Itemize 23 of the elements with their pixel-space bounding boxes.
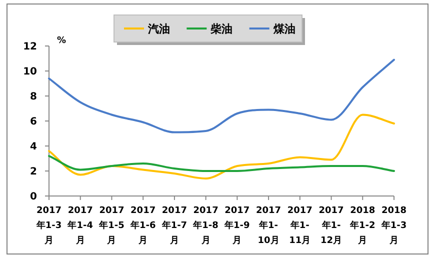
x-tick-label: 2018年1-2月 xyxy=(349,206,376,246)
x-tick-label: 2018年1-3月 xyxy=(380,206,407,246)
legend-label: 柴油 xyxy=(210,22,233,36)
x-tick-label: 2017年1-4月 xyxy=(66,206,93,246)
y-axis-title: % xyxy=(57,36,66,46)
y-tick-label: 2 xyxy=(30,166,38,178)
x-tick-label: 2017年1-5月 xyxy=(98,206,124,246)
x-tick-label: 2017年1-3月 xyxy=(35,206,62,246)
legend-label: 汽油 xyxy=(147,22,170,36)
y-tick-label: 10 xyxy=(23,66,38,78)
x-tick-label: 2017年1-12月 xyxy=(318,206,344,246)
x-tick-label: 2017年1-7月 xyxy=(160,206,188,246)
y-tick-label: 4 xyxy=(30,142,38,153)
y-tick-label: 0 xyxy=(30,192,38,203)
y-tick-label: 6 xyxy=(30,116,38,128)
y-tick-label: 8 xyxy=(30,92,38,103)
x-tick-label: 2017年1-9月 xyxy=(224,206,250,246)
legend-label: 煤油 xyxy=(272,22,296,36)
x-tick-label: 2017年1-8月 xyxy=(192,206,218,246)
x-tick-label: 2017年1-10月 xyxy=(256,206,282,246)
y-tick-label: 12 xyxy=(23,42,38,53)
x-tick-label: 2017年1-11月 xyxy=(287,206,312,246)
x-tick-label: 2017年1-6月 xyxy=(129,206,156,246)
